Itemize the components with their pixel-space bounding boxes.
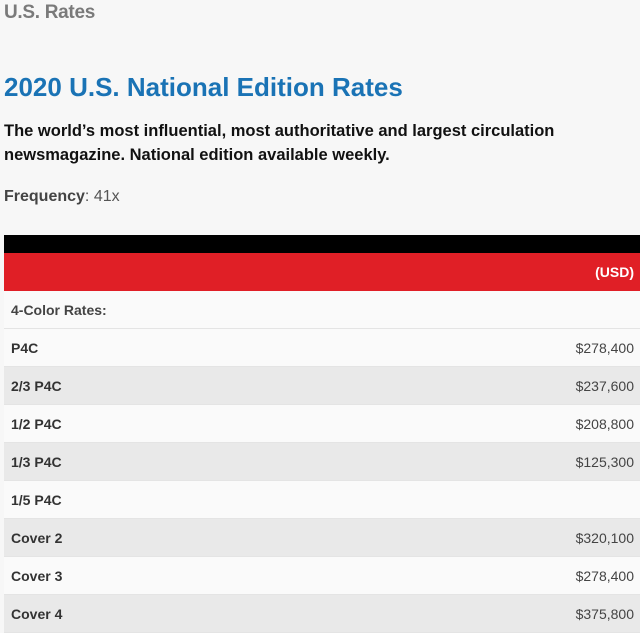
section-row: 4-Color Rates: [4, 291, 640, 329]
frequency-value: 41x [93, 188, 120, 205]
rate-name: Cover 4 [11, 605, 63, 622]
section-label: 4-Color Rates: [11, 301, 107, 318]
rate-price: $320,100 [575, 529, 634, 546]
rate-price: $278,400 [575, 339, 634, 356]
rate-name: P4C [11, 339, 39, 356]
table-row: 2/3 P4C $237,600 [4, 367, 640, 405]
table-row: 1/2 P4C $208,800 [4, 405, 640, 443]
frequency-label: Frequency [4, 188, 85, 205]
table-row: 1/5 P4C [4, 481, 640, 519]
table-row: Cover 3 $278,400 [4, 557, 640, 595]
table-header: (USD) [4, 253, 640, 291]
rate-name: Cover 3 [11, 567, 63, 584]
frequency: Frequency: 41x [4, 188, 120, 205]
table-top-bar [4, 235, 640, 253]
page-description: The world’s most influential, most autho… [4, 122, 555, 164]
rate-name: 1/3 P4C [11, 453, 62, 470]
page-title: 2020 U.S. National Edition Rates [4, 72, 403, 102]
rate-name: 1/2 P4C [11, 415, 62, 432]
rate-name: 2/3 P4C [11, 377, 62, 394]
rate-name: 1/5 P4C [11, 491, 62, 508]
table-row: P4C $278,400 [4, 329, 640, 367]
breadcrumb[interactable]: U.S. Rates [4, 2, 95, 23]
table-row: 1/3 P4C $125,300 [4, 443, 640, 481]
table-row: Cover 4 $375,800 [4, 595, 640, 633]
rates-table: (USD) 4-Color Rates: P4C $278,400 2/3 P4… [4, 235, 640, 633]
table-row: Cover 2 $320,100 [4, 519, 640, 557]
rate-price: $237,600 [575, 377, 634, 394]
rate-price: $375,800 [575, 605, 634, 622]
rate-price: $125,300 [575, 453, 634, 470]
rate-name: Cover 2 [11, 529, 63, 546]
rate-price: $278,400 [575, 567, 634, 584]
currency-header: (USD) [595, 264, 634, 280]
rate-price: $208,800 [575, 415, 634, 432]
